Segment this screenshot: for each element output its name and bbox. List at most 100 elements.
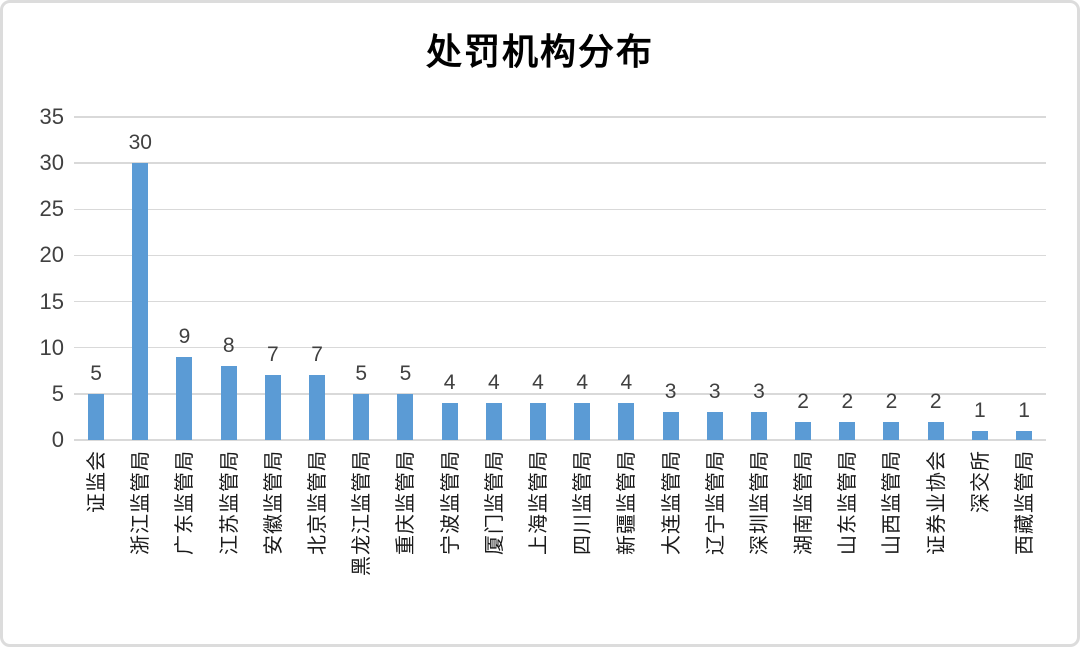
bar-value-label: 2 — [885, 389, 898, 413]
gridline — [74, 162, 1046, 164]
bar — [971, 430, 988, 440]
x-axis-label: 重庆监管局 — [393, 450, 418, 555]
bar — [220, 366, 237, 440]
y-axis-tick-label: 25 — [39, 196, 64, 222]
bar-column: 4 四川监管局 — [560, 117, 604, 555]
bar-value-label: 8 — [222, 334, 235, 358]
x-axis-label: 上海监管局 — [525, 450, 550, 555]
bar-column: 4 厦门监管局 — [472, 117, 516, 555]
bar-column: 8 江苏监管局 — [207, 117, 251, 555]
bar — [353, 393, 370, 440]
bar-value-label: 4 — [443, 371, 456, 395]
y-axis-tick-label: 35 — [39, 104, 64, 129]
x-axis-label: 西藏监管局 — [1012, 450, 1037, 555]
bar — [441, 403, 458, 440]
bar — [309, 375, 326, 440]
bar — [795, 421, 812, 440]
x-axis-label: 北京监管局 — [305, 450, 330, 555]
bar-column: 9 广东监管局 — [162, 117, 206, 555]
y-axis-tick-label: 0 — [51, 427, 64, 452]
x-axis-label: 新疆监管局 — [614, 450, 639, 555]
bar-column: 30 浙江监管局 — [118, 117, 162, 555]
chart-title: 处罚机构分布 — [425, 31, 654, 73]
bar — [750, 412, 767, 440]
bar-column: 4 上海监管局 — [516, 117, 560, 555]
x-axis-label: 山西监管局 — [879, 450, 904, 555]
x-axis-label: 辽宁监管局 — [702, 450, 727, 555]
x-axis-label: 湖南监管局 — [791, 450, 816, 555]
x-axis-label: 宁波监管局 — [437, 450, 462, 555]
bar-column: 5 重庆监管局 — [383, 117, 427, 555]
x-axis-label: 四川监管局 — [570, 450, 595, 555]
bar-column: 7 安徽监管局 — [251, 117, 295, 555]
bar — [927, 421, 944, 440]
bar — [706, 412, 723, 440]
x-axis-label: 厦门监管局 — [481, 450, 506, 555]
bar-value-label: 4 — [620, 371, 633, 395]
gridline — [74, 346, 1046, 349]
bar-column: 5 黑龙江监管局 — [339, 117, 383, 576]
bar-column: 3 深圳监管局 — [737, 117, 781, 555]
bar-value-label: 2 — [929, 389, 942, 413]
bar-value-label: 5 — [90, 361, 102, 385]
bar-column: 4 新疆监管局 — [604, 117, 648, 555]
x-axis-label: 广东监管局 — [172, 450, 197, 555]
bar-value-label: 7 — [311, 343, 323, 367]
bar — [132, 163, 149, 440]
x-axis-label: 安徽监管局 — [260, 450, 285, 555]
bar-column: 7 北京监管局 — [295, 117, 339, 555]
bar-column: 1 西藏监管局 — [1002, 117, 1046, 555]
y-axis-tick-label: 5 — [51, 380, 64, 406]
x-axis-label: 大连监管局 — [658, 450, 683, 555]
x-axis-label: 浙江监管局 — [128, 450, 153, 555]
bar-value-label: 2 — [841, 389, 854, 413]
bar — [485, 403, 502, 440]
bar — [264, 375, 281, 440]
bar — [1016, 430, 1033, 440]
gridline — [74, 254, 1046, 257]
x-axis-label: 黑龙江监管局 — [349, 450, 374, 576]
gridline — [74, 439, 1046, 441]
bar — [88, 393, 105, 440]
bar-column: 5 证监会 — [74, 117, 118, 513]
bar — [397, 393, 414, 440]
gridline — [74, 116, 1046, 118]
bar — [574, 403, 591, 440]
bar-value-label: 7 — [267, 343, 279, 367]
bar — [618, 403, 635, 440]
bar-value-label: 5 — [355, 361, 368, 385]
bar — [839, 421, 856, 440]
y-axis-tick-label: 20 — [39, 242, 64, 268]
y-axis-tick-label: 30 — [39, 150, 64, 176]
x-axis-label: 证券业协会 — [923, 450, 948, 555]
bar-value-label: 4 — [487, 371, 500, 395]
y-axis-tick-label: 10 — [39, 334, 64, 360]
bar-series: 5 证监会 30 浙江监管局 9 广东监管局 8 江苏监管局 7 安徽监管局 7 北京监管局 5 黑龙江监… — [74, 117, 1046, 576]
bar — [176, 356, 193, 440]
bar-value-label: 4 — [576, 371, 588, 395]
bar-value-label: 1 — [1018, 398, 1030, 422]
bar — [662, 412, 679, 440]
bar-column: 2 山东监管局 — [825, 117, 869, 555]
bar-column: 3 辽宁监管局 — [693, 117, 737, 555]
bar-column: 4 宁波监管局 — [428, 117, 472, 555]
gridline — [74, 208, 1046, 211]
bar-value-label: 4 — [532, 371, 544, 395]
y-axis-tick-label: 15 — [39, 288, 64, 314]
plot-area: 0 5 10 15 20 25 30 35 5 证监会 30 浙江监管局 9 广东监管局 8 江苏监管局 7 安… — [40, 104, 1046, 576]
x-axis-label: 深交所 — [967, 450, 992, 513]
bar-value-label: 9 — [178, 324, 191, 348]
x-axis-label: 江苏监管局 — [216, 450, 241, 555]
bar-value-label: 3 — [708, 380, 721, 404]
gridline — [74, 300, 1046, 303]
bar-column: 3 大连监管局 — [648, 117, 692, 555]
bar-value-label: 30 — [128, 131, 152, 155]
bar-value-label: 3 — [664, 380, 677, 404]
x-axis-label: 证监会 — [84, 450, 109, 513]
bar-column: 2 湖南监管局 — [781, 117, 825, 555]
bar — [883, 421, 900, 440]
x-axis-label: 深圳监管局 — [746, 450, 771, 555]
bar-column: 1 深交所 — [958, 117, 1002, 513]
bar-value-label: 5 — [399, 361, 412, 385]
